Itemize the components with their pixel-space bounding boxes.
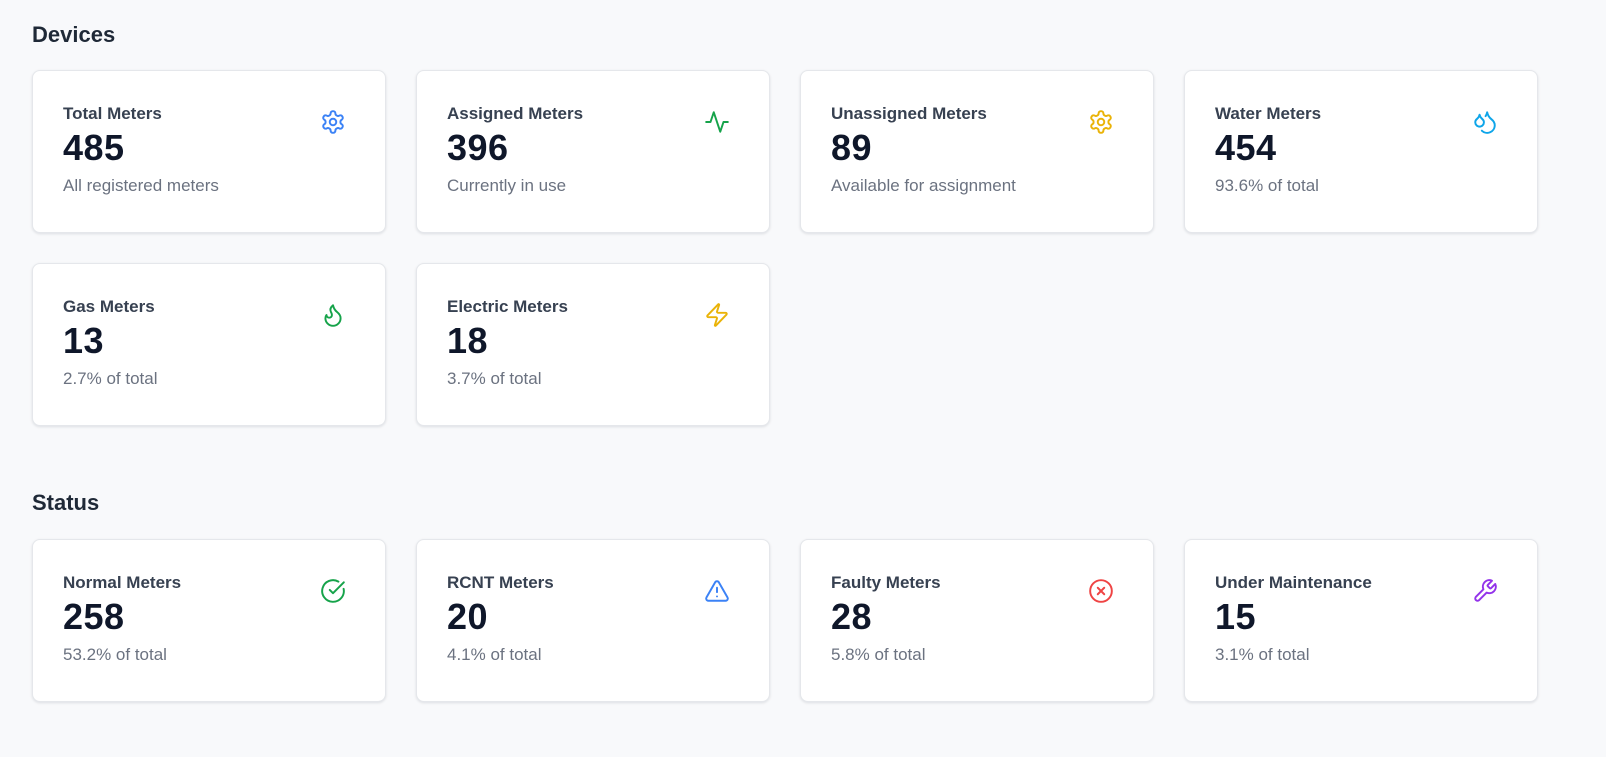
card-value: 396 [447, 127, 509, 168]
status-grid: Normal Meters 258 53.2% of total RCNT Me… [32, 539, 1538, 702]
card-label: Gas Meters [63, 297, 155, 316]
card-subtext: 93.6% of total [1215, 176, 1319, 195]
card-subtext: 3.7% of total [447, 369, 542, 388]
card-value: 485 [63, 127, 125, 168]
card-label: Under Maintenance [1215, 573, 1372, 592]
droplets-icon [1472, 109, 1498, 135]
card-under-maintenance[interactable]: Under Maintenance 15 3.1% of total [1184, 539, 1538, 702]
card-total-meters[interactable]: Total Meters 485 All registered meters [32, 70, 386, 233]
x-circle-icon [1088, 578, 1114, 604]
card-value: 13 [63, 320, 105, 361]
card-value: 20 [447, 596, 489, 637]
card-normal-meters[interactable]: Normal Meters 258 53.2% of total [32, 539, 386, 702]
card-gas-meters[interactable]: Gas Meters 13 2.7% of total [32, 263, 386, 426]
card-label: Electric Meters [447, 297, 568, 316]
card-rcnt-meters[interactable]: RCNT Meters 20 4.1% of total [416, 539, 770, 702]
flame-icon [320, 302, 346, 328]
card-label: Faulty Meters [831, 573, 941, 592]
card-label: Unassigned Meters [831, 104, 987, 123]
card-subtext: All registered meters [63, 176, 219, 195]
card-label: Assigned Meters [447, 104, 584, 123]
card-value: 454 [1215, 127, 1277, 168]
lightning-icon [704, 302, 730, 328]
card-value: 18 [447, 320, 489, 361]
card-value: 15 [1215, 596, 1257, 637]
card-subtext: 4.1% of total [447, 645, 542, 664]
card-water-meters[interactable]: Water Meters 454 93.6% of total [1184, 70, 1538, 233]
gear-icon [1088, 109, 1114, 135]
wrench-icon [1472, 578, 1498, 604]
card-subtext: Currently in use [447, 176, 567, 195]
card-faulty-meters[interactable]: Faulty Meters 28 5.8% of total [800, 539, 1154, 702]
card-subtext: 2.7% of total [63, 369, 158, 388]
activity-icon [704, 109, 730, 135]
warning-triangle-icon [704, 578, 730, 604]
card-unassigned-meters[interactable]: Unassigned Meters 89 Available for assig… [800, 70, 1154, 233]
card-subtext: 3.1% of total [1215, 645, 1310, 664]
card-assigned-meters[interactable]: Assigned Meters 396 Currently in use [416, 70, 770, 233]
card-label: Normal Meters [63, 573, 182, 592]
card-subtext: Available for assignment [831, 176, 1016, 195]
gear-icon [320, 109, 346, 135]
card-label: RCNT Meters [447, 573, 554, 592]
card-subtext: 53.2% of total [63, 645, 167, 664]
status-section-title: Status [32, 490, 100, 515]
card-value: 89 [831, 127, 873, 168]
check-circle-icon [320, 578, 346, 604]
devices-section-title: Devices [32, 22, 116, 47]
card-value: 258 [63, 596, 125, 637]
card-label: Water Meters [1215, 104, 1322, 123]
devices-grid: Total Meters 485 All registered meters A… [32, 70, 1574, 426]
card-label: Total Meters [63, 104, 162, 123]
card-value: 28 [831, 596, 873, 637]
card-subtext: 5.8% of total [831, 645, 926, 664]
card-electric-meters[interactable]: Electric Meters 18 3.7% of total [416, 263, 770, 426]
